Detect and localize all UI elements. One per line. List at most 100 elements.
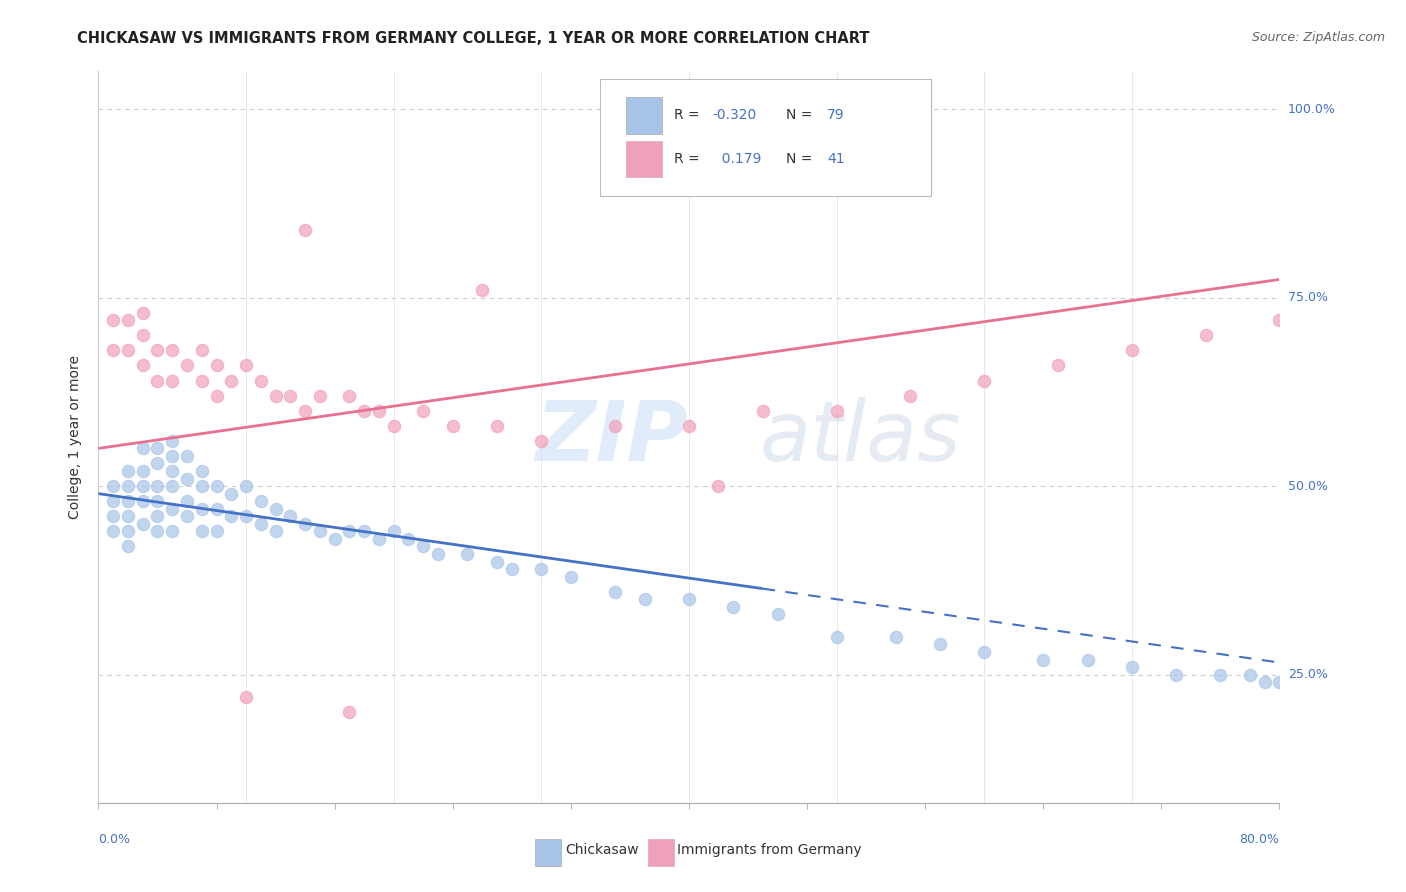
Point — [250, 516, 273, 531]
Text: R =: R = — [673, 153, 703, 166]
Point — [221, 509, 243, 524]
Point — [264, 501, 287, 516]
FancyBboxPatch shape — [626, 97, 662, 134]
Point — [280, 389, 302, 403]
Point — [235, 479, 257, 493]
Point — [117, 313, 139, 327]
Point — [103, 524, 125, 539]
Point — [176, 509, 198, 524]
Text: 79: 79 — [827, 108, 845, 122]
Point — [191, 479, 214, 493]
Point — [368, 403, 391, 417]
Point — [339, 389, 361, 403]
Point — [605, 418, 627, 433]
Point — [723, 599, 745, 614]
Point — [1195, 328, 1218, 343]
Point — [766, 607, 789, 622]
Point — [1121, 343, 1143, 358]
Point — [132, 494, 155, 508]
Point — [221, 486, 243, 500]
Text: Chickasaw: Chickasaw — [565, 843, 638, 857]
Text: Source: ZipAtlas.com: Source: ZipAtlas.com — [1251, 31, 1385, 45]
Point — [471, 283, 494, 297]
Point — [103, 509, 125, 524]
Point — [117, 509, 139, 524]
Text: atlas: atlas — [759, 397, 962, 477]
Text: 80.0%: 80.0% — [1240, 833, 1279, 847]
Point — [1268, 675, 1291, 690]
Point — [162, 434, 183, 448]
Text: 50.0%: 50.0% — [1288, 480, 1327, 492]
Point — [1254, 675, 1277, 690]
Point — [294, 516, 316, 531]
Text: ZIP: ZIP — [536, 397, 688, 477]
Point — [162, 501, 183, 516]
Point — [1046, 359, 1070, 373]
Point — [678, 418, 700, 433]
Point — [146, 509, 169, 524]
Point — [339, 706, 361, 720]
Point — [530, 562, 553, 576]
Point — [412, 540, 434, 554]
Text: 0.179: 0.179 — [713, 153, 761, 166]
Text: N =: N = — [786, 153, 817, 166]
FancyBboxPatch shape — [648, 838, 673, 866]
Point — [486, 554, 509, 568]
Point — [146, 494, 169, 508]
Text: 41: 41 — [827, 153, 845, 166]
FancyBboxPatch shape — [536, 838, 561, 866]
Point — [1121, 660, 1143, 674]
Point — [294, 403, 316, 417]
Point — [176, 471, 198, 485]
Point — [973, 374, 995, 388]
Point — [486, 418, 509, 433]
Point — [146, 457, 169, 471]
Point — [530, 434, 553, 448]
Point — [235, 359, 257, 373]
Point — [191, 374, 214, 388]
Point — [162, 479, 183, 493]
Point — [146, 343, 169, 358]
Point — [1268, 313, 1291, 327]
Point — [1239, 667, 1261, 681]
Point — [162, 464, 183, 478]
Point — [205, 501, 228, 516]
Point — [457, 547, 479, 561]
Point — [205, 479, 228, 493]
Text: 100.0%: 100.0% — [1288, 103, 1336, 116]
Point — [309, 524, 332, 539]
Point — [146, 374, 169, 388]
Point — [339, 524, 361, 539]
Point — [176, 449, 198, 463]
Point — [117, 464, 139, 478]
Text: Immigrants from Germany: Immigrants from Germany — [678, 843, 862, 857]
Point — [103, 494, 125, 508]
Point — [191, 501, 214, 516]
Point — [353, 403, 375, 417]
Point — [501, 562, 523, 576]
Point — [103, 343, 125, 358]
Point — [353, 524, 375, 539]
Point — [634, 592, 657, 607]
Point — [191, 343, 214, 358]
Point — [250, 494, 273, 508]
Point — [294, 223, 316, 237]
Point — [309, 389, 332, 403]
Point — [441, 418, 464, 433]
FancyBboxPatch shape — [626, 141, 662, 178]
Point — [825, 630, 848, 644]
Point — [752, 403, 775, 417]
Text: 75.0%: 75.0% — [1288, 291, 1327, 304]
Point — [146, 479, 169, 493]
Point — [117, 479, 139, 493]
Text: N =: N = — [786, 108, 817, 122]
Y-axis label: College, 1 year or more: College, 1 year or more — [69, 355, 83, 519]
Text: 25.0%: 25.0% — [1288, 668, 1327, 681]
Point — [825, 403, 848, 417]
Point — [132, 479, 155, 493]
Point — [132, 359, 155, 373]
Point — [678, 592, 700, 607]
Point — [323, 532, 346, 546]
Point — [264, 389, 287, 403]
Point — [398, 532, 420, 546]
